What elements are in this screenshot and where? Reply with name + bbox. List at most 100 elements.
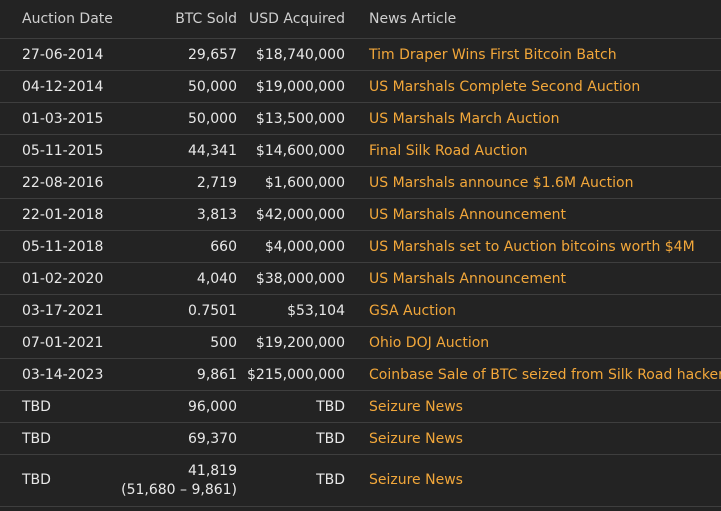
btc-sold-cell: 69,370 xyxy=(115,422,245,455)
btc-sold-cell: 44,341 xyxy=(115,134,245,167)
btc-sold-cell: 29,657 xyxy=(115,38,245,71)
usd-acquired-cell: $215,000,000 xyxy=(245,358,357,391)
auction-date-cell: TBD xyxy=(0,454,115,507)
news-article-link[interactable]: US Marshals Announcement xyxy=(369,270,566,287)
table-row: 07-01-2021 500 $19,200,000 Ohio DOJ Auct… xyxy=(0,326,721,359)
btc-sold-breakdown: (51,680 – 9,861) xyxy=(121,481,237,498)
btc-sold-value: 50,000 xyxy=(188,110,237,127)
news-article-link[interactable]: US Marshals Announcement xyxy=(369,206,566,223)
auction-date-cell: TBD xyxy=(0,422,115,455)
usd-acquired-cell: $18,740,000 xyxy=(245,38,357,71)
btc-sold-cell: 4,040 xyxy=(115,262,245,295)
btc-sold-value: 4,040 xyxy=(196,270,237,287)
btc-sold-cell: 50,000 xyxy=(115,102,245,135)
table-row: 22-01-2018 3,813 $42,000,000 US Marshals… xyxy=(0,198,721,231)
table-row: 05-11-2018 660 $4,000,000 US Marshals se… xyxy=(0,230,721,263)
btc-sold-value: 0.7501 xyxy=(188,302,237,319)
auction-date-cell: 22-01-2018 xyxy=(0,198,115,231)
btc-sold-value: 29,657 xyxy=(188,46,237,63)
table-header: Auction Date BTC Sold USD Acquired News … xyxy=(0,0,721,39)
table-row: 04-12-2014 50,000 $19,000,000 US Marshal… xyxy=(0,70,721,103)
btc-sold-cell: 9,861 xyxy=(115,358,245,391)
btc-sold-value: 96,000 xyxy=(188,398,237,415)
news-article-link[interactable]: US Marshals March Auction xyxy=(369,110,560,127)
auction-date-cell: 03-14-2023 xyxy=(0,358,115,391)
table-row: 27-06-2014 29,657 $18,740,000 Tim Draper… xyxy=(0,38,721,71)
table-row: 03-14-2023 9,861 $215,000,000 Coinbase S… xyxy=(0,358,721,391)
btc-sold-value: 69,370 xyxy=(188,430,237,447)
news-article-cell: Final Silk Road Auction xyxy=(357,134,721,167)
header-btc-sold: BTC Sold xyxy=(115,0,245,39)
usd-acquired-cell: $13,500,000 xyxy=(245,102,357,135)
news-article-cell: US Marshals March Auction xyxy=(357,102,721,135)
news-article-cell: US Marshals Announcement xyxy=(357,198,721,231)
auction-date-cell: 07-01-2021 xyxy=(0,326,115,359)
news-article-link[interactable]: Coinbase Sale of BTC seized from Silk Ro… xyxy=(369,366,721,383)
auction-date-cell: 05-11-2018 xyxy=(0,230,115,263)
usd-acquired-cell: $42,000,000 xyxy=(245,198,357,231)
btc-sold-cell: 2,719 xyxy=(115,166,245,199)
news-article-link[interactable]: Final Silk Road Auction xyxy=(369,142,528,159)
news-article-cell: Coinbase Sale of BTC seized from Silk Ro… xyxy=(357,358,721,391)
table-row: 01-02-2020 4,040 $38,000,000 US Marshals… xyxy=(0,262,721,295)
btc-sold-cell: 96,000 xyxy=(115,390,245,423)
header-news-article: News Article xyxy=(357,0,721,39)
usd-acquired-cell: $38,000,000 xyxy=(245,262,357,295)
news-article-cell: US Marshals Announcement xyxy=(357,262,721,295)
btc-sold-cell: 41,819 (51,680 – 9,861) xyxy=(115,454,245,507)
news-article-cell: GSA Auction xyxy=(357,294,721,327)
auction-date-cell: 01-03-2015 xyxy=(0,102,115,135)
auction-date-cell: 03-17-2021 xyxy=(0,294,115,327)
table-row: 01-03-2015 50,000 $13,500,000 US Marshal… xyxy=(0,102,721,135)
news-article-link[interactable]: GSA Auction xyxy=(369,302,456,319)
usd-acquired-cell: TBD xyxy=(245,422,357,455)
usd-acquired-cell: TBD xyxy=(245,390,357,423)
news-article-link[interactable]: US Marshals announce $1.6M Auction xyxy=(369,174,634,191)
auction-date-cell: 05-11-2015 xyxy=(0,134,115,167)
table-row: TBD 41,819 (51,680 – 9,861) TBD Seizure … xyxy=(0,454,721,507)
table-row: TBD 69,370 TBD Seizure News xyxy=(0,422,721,455)
news-article-cell: US Marshals announce $1.6M Auction xyxy=(357,166,721,199)
auction-date-cell: 22-08-2016 xyxy=(0,166,115,199)
auction-date-cell: TBD xyxy=(0,390,115,423)
table-body: 27-06-2014 29,657 $18,740,000 Tim Draper… xyxy=(0,38,721,507)
news-article-cell: Seizure News xyxy=(357,422,721,455)
table-row: TBD 96,000 TBD Seizure News xyxy=(0,390,721,423)
btc-sold-cell: 3,813 xyxy=(115,198,245,231)
auction-date-cell: 27-06-2014 xyxy=(0,38,115,71)
header-row: Auction Date BTC Sold USD Acquired News … xyxy=(0,0,721,39)
news-article-cell: Seizure News xyxy=(357,390,721,423)
news-article-link[interactable]: US Marshals set to Auction bitcoins wort… xyxy=(369,238,695,255)
news-article-cell: Ohio DOJ Auction xyxy=(357,326,721,359)
btc-sold-cell: 660 xyxy=(115,230,245,263)
header-usd-acquired: USD Acquired xyxy=(245,0,357,39)
btc-sold-value: 44,341 xyxy=(188,142,237,159)
btc-sold-value: 9,861 xyxy=(196,366,237,383)
usd-acquired-cell: $1,600,000 xyxy=(245,166,357,199)
header-auction-date: Auction Date xyxy=(0,0,115,39)
table-row: 22-08-2016 2,719 $1,600,000 US Marshals … xyxy=(0,166,721,199)
btc-sold-value: 660 xyxy=(210,238,237,255)
btc-sold-cell: 500 xyxy=(115,326,245,359)
news-article-link[interactable]: Tim Draper Wins First Bitcoin Batch xyxy=(369,46,617,63)
auction-date-cell: 01-02-2020 xyxy=(0,262,115,295)
usd-acquired-cell: $19,000,000 xyxy=(245,70,357,103)
btc-sold-value: 50,000 xyxy=(188,78,237,95)
news-article-link[interactable]: Seizure News xyxy=(369,430,463,447)
usd-acquired-cell: TBD xyxy=(245,454,357,507)
btc-sold-value: 500 xyxy=(210,334,237,351)
table-row: 05-11-2015 44,341 $14,600,000 Final Silk… xyxy=(0,134,721,167)
news-article-link[interactable]: Ohio DOJ Auction xyxy=(369,334,490,351)
news-article-cell: Seizure News xyxy=(357,454,721,507)
auction-date-cell: 04-12-2014 xyxy=(0,70,115,103)
news-article-link[interactable]: Seizure News xyxy=(369,398,463,415)
btc-sold-cell: 0.7501 xyxy=(115,294,245,327)
news-article-link[interactable]: US Marshals Complete Second Auction xyxy=(369,78,641,95)
usd-acquired-cell: $53,104 xyxy=(245,294,357,327)
news-article-cell: Tim Draper Wins First Bitcoin Batch xyxy=(357,38,721,71)
news-article-cell: US Marshals Complete Second Auction xyxy=(357,70,721,103)
news-article-link[interactable]: Seizure News xyxy=(369,472,463,488)
table-row: 03-17-2021 0.7501 $53,104 GSA Auction xyxy=(0,294,721,327)
usd-acquired-cell: $19,200,000 xyxy=(245,326,357,359)
